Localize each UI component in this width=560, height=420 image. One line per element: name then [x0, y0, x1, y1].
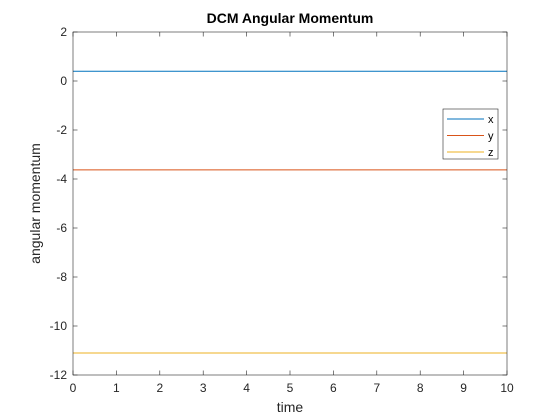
x-tick-label: 6 — [330, 381, 337, 395]
x-tick-label: 0 — [70, 381, 77, 395]
y-tick-label: -12 — [50, 368, 68, 382]
plot-area: 0 1 2 3 4 5 6 7 8 9 10 2 0 -2 -4 -6 -8 -10 -12 — [50, 25, 514, 395]
x-tick-label: 10 — [500, 381, 514, 395]
y-tick-label: -4 — [56, 172, 67, 186]
y-tick-label: 2 — [60, 25, 67, 39]
legend-label-z: z — [488, 147, 494, 159]
x-tick-label: 3 — [200, 381, 207, 395]
y-tick-label: 0 — [60, 74, 67, 88]
y-tick-label: -6 — [56, 221, 67, 235]
legend-label-x: x — [488, 114, 494, 126]
chart-title: DCM Angular Momentum — [207, 10, 374, 26]
x-axis-label: time — [277, 399, 304, 415]
legend-label-y: y — [488, 131, 494, 143]
x-tick-label: 1 — [113, 381, 120, 395]
series-layer — [73, 70, 507, 354]
legend-items: xyz — [447, 114, 494, 159]
tick-layer: 0 1 2 3 4 5 6 7 8 9 10 2 0 -2 -4 -6 -8 -10 -12 — [50, 25, 514, 395]
y-tick-label: -8 — [56, 270, 67, 284]
x-tick-label: 5 — [287, 381, 294, 395]
x-tick-label: 9 — [460, 381, 467, 395]
x-tick-label: 7 — [373, 381, 380, 395]
y-tick-label: -2 — [56, 123, 67, 137]
y-tick-label: -10 — [50, 319, 68, 333]
legend: xyz — [442, 108, 499, 160]
x-tick-label: 2 — [156, 381, 163, 395]
x-tick-label: 4 — [243, 381, 250, 395]
plot-background — [73, 32, 507, 375]
legend-box — [442, 108, 499, 160]
x-tick-label: 8 — [417, 381, 424, 395]
y-axis-label: angular momentum — [27, 143, 43, 264]
